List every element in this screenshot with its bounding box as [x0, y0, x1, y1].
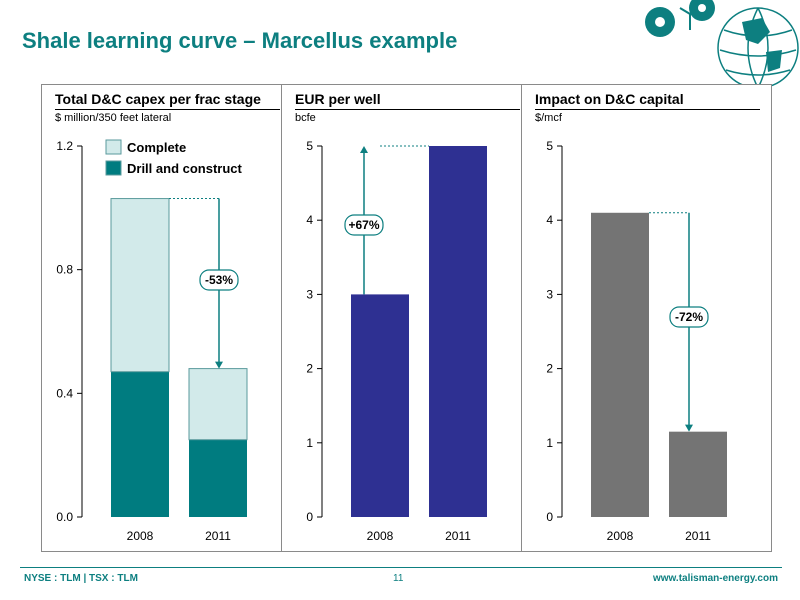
legend-label: Complete [127, 140, 186, 155]
y-tick-label: 3 [306, 287, 313, 301]
footer-exchange: NYSE : TLM | TSX : TLM [24, 573, 138, 584]
bar-complete-2008 [110, 198, 170, 373]
y-tick-label: 5 [306, 139, 313, 153]
y-tick-label: 5 [546, 139, 553, 153]
legend-label: Drill and construct [127, 161, 243, 176]
panel-eur-unit: bcfe [295, 112, 316, 124]
bar-drill-2008 [111, 371, 169, 517]
change-label: -53% [205, 273, 233, 287]
panel-capex: Total D&C capex per frac stage $ million… [41, 84, 292, 552]
x-tick-label: 2008 [127, 529, 154, 543]
panel-capex-rule [55, 109, 280, 110]
x-tick-label: 2008 [607, 529, 634, 543]
y-tick-label: 0.0 [56, 510, 73, 524]
change-label: -72% [675, 310, 703, 324]
change-label-bg [199, 269, 239, 291]
y-tick-label: 1.2 [56, 139, 73, 153]
y-tick-label: 0 [546, 510, 553, 524]
footer-divider [20, 567, 782, 568]
y-tick-label: 4 [306, 213, 313, 227]
change-arrowhead [215, 361, 223, 369]
eur-chart: 0 1 2 3 4 5 2008 2011 +67% [306, 139, 487, 543]
x-tick-label: 2011 [205, 529, 231, 543]
x-tick-label: 2008 [367, 529, 394, 543]
legend-swatch [105, 139, 122, 155]
panel-capital: Impact on D&C capital $/mcf 0 1 2 3 4 5 2008 20… [521, 84, 772, 552]
y-tick-label: 0.4 [56, 386, 73, 400]
panel-capex-unit: $ million/350 feet lateral [55, 112, 172, 124]
bar-2011 [669, 431, 727, 517]
bar-2008 [351, 294, 409, 517]
page-number: 11 [393, 573, 404, 584]
bar-2008 [591, 212, 649, 517]
panel-capital-title: Impact on D&C capital [535, 91, 684, 107]
change-label-bg [669, 306, 709, 328]
legend-swatch [105, 160, 122, 176]
panel-eur: EUR per well bcfe 0 1 2 3 4 5 2008 2011 +67% [281, 84, 532, 552]
panel-capital-rule [535, 109, 760, 110]
x-tick-label: 2011 [685, 529, 711, 543]
slide-title: Shale learning curve – Marcellus example [22, 28, 458, 53]
y-tick-label: 3 [546, 287, 553, 301]
panel-eur-title: EUR per well [295, 91, 381, 107]
y-tick-label: 1 [546, 436, 553, 450]
y-tick-label: 2 [306, 362, 313, 376]
y-tick-label: 0 [306, 510, 313, 524]
bar-drill-2011 [189, 439, 247, 517]
panel-eur-rule [295, 109, 520, 110]
bar-complete-2011 [188, 368, 248, 441]
y-tick-label: 0.8 [56, 263, 73, 277]
change-label-bg [344, 214, 384, 236]
y-tick-label: 1 [306, 436, 313, 450]
capital-chart: 0 1 2 3 4 5 2008 2011 -72% [546, 139, 727, 543]
change-label: +67% [348, 218, 379, 232]
change-arrowhead [360, 146, 368, 153]
panel-capex-title: Total D&C capex per frac stage [55, 91, 261, 107]
footer-website: www.talisman-energy.com [652, 573, 778, 584]
change-arrowhead [685, 424, 693, 432]
x-tick-label: 2011 [445, 529, 471, 543]
bar-2011 [429, 146, 487, 517]
panel-capital-unit: $/mcf [535, 112, 562, 124]
capex-chart: 0.0 0.4 0.8 1.2 2008 2011 -53% Complete Drill an… [56, 139, 248, 543]
y-tick-label: 2 [546, 362, 553, 376]
y-tick-label: 4 [546, 213, 553, 227]
globe-gears-logo [645, 0, 799, 89]
